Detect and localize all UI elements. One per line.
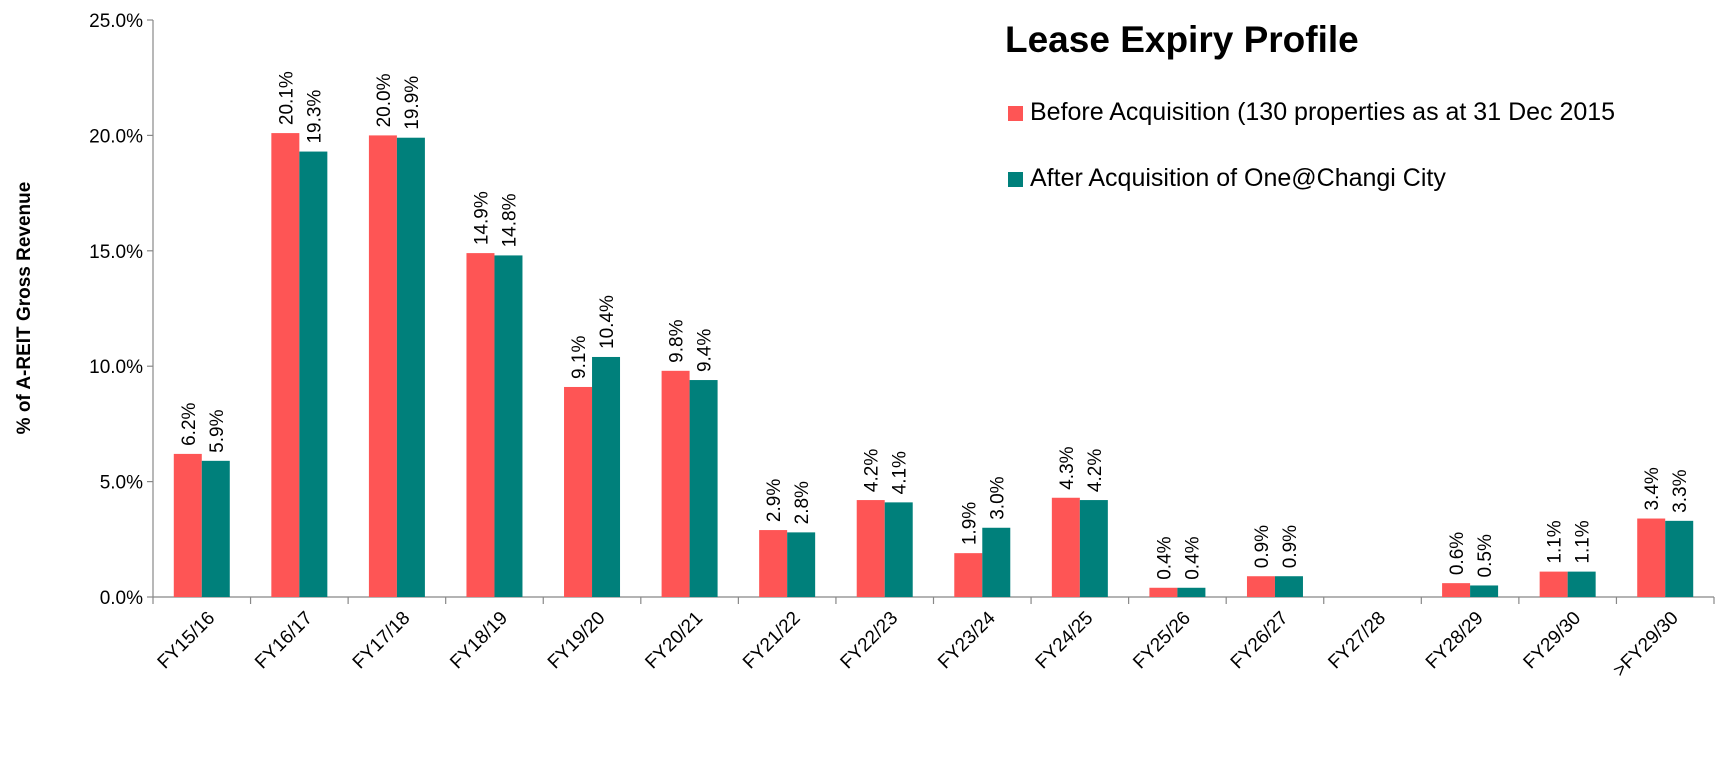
bar [564, 386, 593, 597]
value-label: 3.0% [987, 476, 1008, 519]
bar [1274, 576, 1303, 597]
legend-swatch [1008, 106, 1023, 121]
bar [1177, 587, 1206, 597]
x-tick-label: FY16/17 [251, 608, 317, 674]
value-label: 4.2% [862, 449, 883, 492]
bar [466, 253, 495, 597]
x-tick-label: >FY29/30 [1609, 608, 1682, 681]
value-label: 0.4% [1154, 536, 1175, 579]
bar [787, 532, 816, 597]
bar [856, 500, 885, 597]
value-label: 0.9% [1280, 525, 1301, 568]
value-label: 20.0% [374, 73, 395, 127]
bar [1567, 571, 1596, 597]
legend-label: Before Acquisition (130 properties as at… [1030, 98, 1615, 126]
value-label: 0.4% [1182, 536, 1203, 579]
bar [1539, 571, 1568, 597]
value-label: 14.8% [499, 193, 520, 247]
x-tick-label: FY25/26 [1129, 608, 1195, 674]
value-label: 0.5% [1475, 534, 1496, 577]
bar [689, 380, 718, 597]
bar [396, 137, 425, 597]
legend-swatch [1008, 172, 1023, 187]
y-tick-label: 20.0% [89, 126, 143, 147]
y-tick-label: 5.0% [100, 473, 143, 494]
x-tick-label: FY17/18 [349, 608, 415, 674]
value-label: 20.1% [276, 71, 297, 125]
bar [1637, 518, 1666, 597]
value-label: 2.9% [764, 479, 785, 522]
x-tick-label: FY19/20 [544, 608, 610, 674]
bar [759, 530, 788, 597]
bar [661, 370, 690, 597]
value-label: 2.8% [792, 481, 813, 524]
bar [954, 553, 983, 597]
legend-label: After Acquisition of One@Changi City [1030, 164, 1446, 192]
value-label: 19.3% [304, 90, 325, 144]
y-axis-label: % of A-REIT Gross Revenue [14, 182, 35, 435]
x-tick-label: FY29/30 [1520, 608, 1586, 674]
value-label: 14.9% [471, 191, 492, 245]
bar [271, 133, 300, 598]
value-label: 1.1% [1545, 520, 1566, 563]
bar [1665, 520, 1694, 597]
value-label: 5.9% [207, 409, 228, 452]
value-label: 10.4% [597, 295, 618, 349]
x-tick-label: FY20/21 [641, 608, 707, 674]
value-label: 3.4% [1642, 467, 1663, 510]
chart-title: Lease Expiry Profile [1005, 19, 1359, 60]
bar [1079, 500, 1108, 597]
value-label: 4.1% [890, 451, 911, 494]
y-tick-label: 15.0% [89, 242, 143, 263]
bar [173, 453, 202, 597]
x-tick-label: FY21/22 [739, 608, 805, 674]
x-tick-label: FY15/16 [154, 608, 220, 674]
y-tick-label: 10.0% [89, 357, 143, 378]
value-label: 9.4% [695, 329, 716, 372]
bar [1149, 587, 1178, 597]
bar [982, 527, 1011, 597]
bar [1470, 585, 1499, 597]
x-tick-label: FY23/24 [934, 607, 1000, 673]
value-label: 1.1% [1573, 520, 1594, 563]
value-label: 3.3% [1670, 469, 1691, 512]
value-label: 6.2% [179, 402, 200, 445]
bar [1442, 583, 1471, 597]
value-label: 4.3% [1057, 446, 1078, 489]
value-label: 0.6% [1447, 532, 1468, 575]
x-tick-label: FY24/25 [1032, 608, 1098, 674]
value-label: 1.9% [959, 502, 980, 545]
value-label: 4.2% [1085, 449, 1106, 492]
x-tick-label: FY26/27 [1227, 608, 1293, 674]
value-label: 19.9% [402, 76, 423, 130]
bar [201, 460, 230, 597]
x-tick-label: FY27/28 [1324, 608, 1390, 674]
value-label: 9.8% [667, 319, 688, 362]
bar [1051, 497, 1080, 597]
bar [299, 151, 328, 597]
bar [494, 255, 523, 597]
value-label: 9.1% [569, 336, 590, 379]
x-tick-label: FY22/23 [837, 608, 903, 674]
x-tick-label: FY18/19 [446, 608, 512, 674]
x-tick-label: FY28/29 [1422, 608, 1488, 674]
bar [1246, 576, 1275, 597]
value-label: 0.9% [1252, 525, 1273, 568]
y-tick-label: 25.0% [89, 11, 143, 32]
bar [592, 356, 621, 597]
y-tick-label: 0.0% [100, 588, 143, 609]
bar [368, 135, 397, 597]
bar [884, 502, 913, 597]
